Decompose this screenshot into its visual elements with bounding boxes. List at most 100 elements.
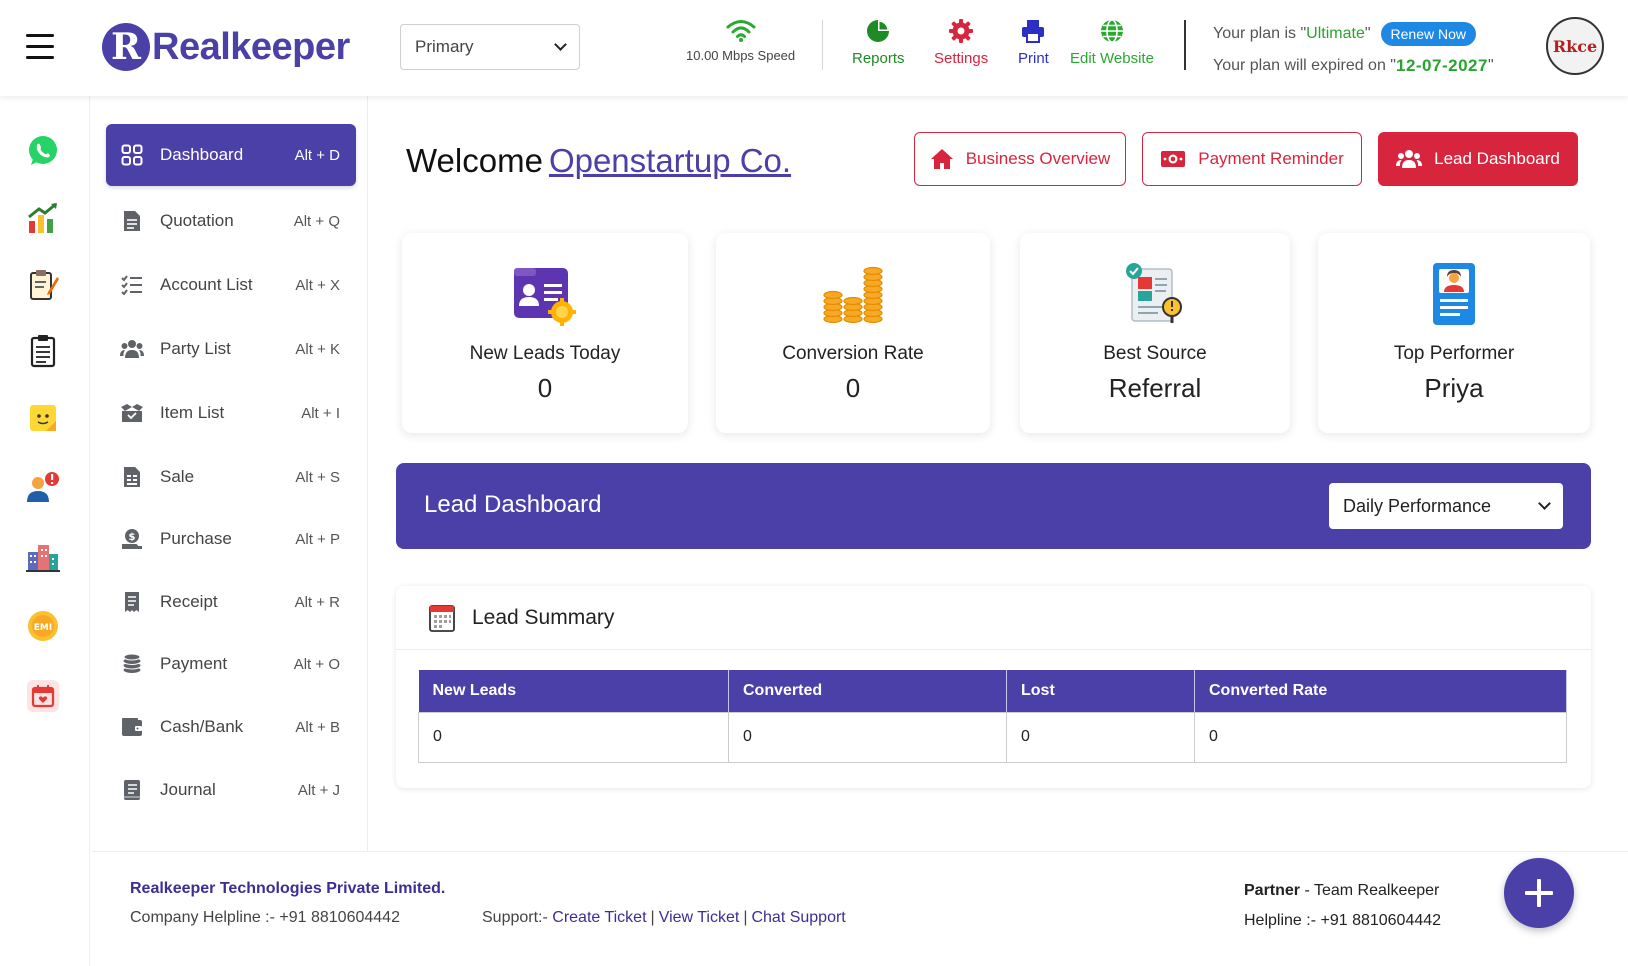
network-speed: 10.00 Mbps Speed — [686, 18, 795, 63]
card-value: 0 — [537, 373, 553, 403]
sidebar-item-label: Purchase — [160, 529, 232, 548]
account-select[interactable]: Primary — [400, 24, 580, 70]
sticky-note-icon[interactable] — [24, 399, 62, 437]
table-cell: 0 — [728, 711, 1007, 763]
sidebar-item-item-list[interactable]: Item List Alt + I — [106, 382, 356, 444]
reports-button[interactable]: Reports — [852, 18, 905, 67]
book-icon — [120, 778, 144, 802]
sidebar-item-quotation[interactable]: Quotation Alt + Q — [106, 190, 356, 252]
sidebar-item-label: Receipt — [160, 592, 218, 611]
sidebar-item-shortcut: Alt + O — [293, 655, 340, 673]
top-header: R Realkeeper Primary 10.00 Mbps Speed Re… — [0, 0, 1628, 96]
card-title: New Leads Today — [469, 343, 621, 364]
add-fab-button[interactable] — [1504, 858, 1574, 928]
reports-label: Reports — [852, 50, 905, 67]
chat-support-link[interactable]: Chat Support — [751, 909, 846, 926]
logo-mark: R — [102, 23, 150, 71]
sidebar-item-label: Sale — [160, 467, 195, 486]
performance-filter-value: Daily Performance — [1343, 495, 1492, 516]
lead-dashboard-button[interactable]: Lead Dashboard — [1378, 132, 1578, 186]
buildings-icon[interactable] — [24, 537, 62, 575]
avatar[interactable]: Rkce — [1546, 17, 1604, 75]
sidebar-item-cash-bank[interactable]: Cash/Bank Alt + B — [106, 696, 356, 758]
plus-icon — [1525, 879, 1553, 907]
sidebar-item-party-list[interactable]: Party List Alt + K — [106, 318, 356, 380]
lead-summary-panel: Lead Summary New Leads Converted Lost Co… — [396, 586, 1591, 788]
plan-info: Your plan is " Ultimate " Renew Now Your p… — [1213, 18, 1494, 82]
icon-rail: EMI — [0, 96, 90, 966]
sidebar-item-label: Cash/Bank — [160, 717, 244, 736]
partner-helpline: Helpline :- +91 8810604442 — [1244, 912, 1442, 929]
payment-reminder-label: Payment Reminder — [1198, 149, 1344, 168]
invoice-icon — [120, 465, 144, 489]
create-ticket-link[interactable]: Create Ticket — [552, 909, 647, 926]
plan-prefix: Your plan is " — [1213, 25, 1307, 42]
emi-badge-icon[interactable]: EMI — [24, 607, 62, 645]
logo-text-bold: Realkeeper — [152, 25, 350, 68]
calendar-icon[interactable] — [24, 677, 62, 715]
sidebar-item-sale[interactable]: Sale Alt + S — [106, 446, 356, 508]
card-title: Conversion Rate — [782, 343, 924, 364]
clipboard-list-icon[interactable] — [24, 332, 62, 370]
source-report-icon — [1122, 259, 1188, 329]
whatsapp-icon[interactable] — [24, 132, 62, 170]
sidebar-item-account-list[interactable]: Account List Alt + X — [106, 254, 356, 316]
user-alert-icon[interactable] — [24, 468, 62, 506]
performance-filter-select[interactable]: Daily Performance — [1329, 483, 1563, 529]
sidebar-item-purchase[interactable]: $ Purchase Alt + P — [106, 508, 356, 570]
coin-stacks-icon — [822, 259, 884, 329]
print-button[interactable]: Print — [1018, 18, 1049, 67]
partner-label: Partner — [1244, 882, 1301, 899]
gear-icon — [949, 19, 974, 43]
column-header: Converted — [728, 670, 1007, 712]
expiry-prefix: Your plan will expired on " — [1213, 57, 1396, 74]
chevron-down-icon — [1538, 497, 1551, 510]
divider — [1184, 20, 1186, 70]
pie-chart-icon — [867, 20, 890, 42]
sidebar-item-dashboard[interactable]: Dashboard Alt + D — [106, 124, 356, 186]
separator: | — [743, 909, 748, 926]
cash-icon — [1160, 149, 1186, 169]
plan-suffix: " — [1364, 25, 1371, 42]
card-title: Top Performer — [1393, 343, 1515, 364]
sidebar-item-receipt[interactable]: Receipt Alt + R — [106, 571, 356, 633]
sidebar-item-shortcut: Alt + J — [297, 781, 340, 799]
sidebar-item-shortcut: Alt + X — [295, 276, 340, 294]
lead-dashboard-title: Lead Dashboard — [424, 491, 602, 518]
checklist-icon — [120, 273, 144, 297]
lead-summary-title: Lead Summary — [472, 605, 615, 629]
sidebar-item-label: Account List — [160, 275, 253, 294]
brand-logo[interactable]: R Realkeeper — [102, 22, 350, 72]
sidebar-item-payment[interactable]: Payment Alt + O — [106, 633, 356, 695]
sidebar-item-shortcut: Alt + D — [294, 146, 340, 164]
sidebar-item-label: Dashboard — [160, 145, 244, 164]
growth-chart-icon[interactable] — [24, 199, 62, 237]
id-badge-icon — [1430, 259, 1478, 329]
column-header: Lost — [1006, 670, 1195, 712]
settings-button[interactable]: Settings — [934, 18, 988, 67]
edit-website-button[interactable]: Edit Website — [1070, 18, 1154, 67]
expiry-date: 12-07-2027 — [1395, 56, 1488, 75]
plan-row: Your plan is " Ultimate " Renew Now — [1213, 18, 1494, 50]
divider — [822, 20, 823, 70]
svg-text:$: $ — [129, 532, 136, 543]
view-ticket-link[interactable]: View Ticket — [658, 909, 740, 926]
lead-dashboard-banner: Lead Dashboard Daily Performance — [396, 463, 1591, 549]
card-value: Referral — [1108, 373, 1202, 403]
payment-reminder-button[interactable]: Payment Reminder — [1142, 132, 1362, 186]
notepad-pencil-icon[interactable] — [24, 266, 62, 304]
hamburger-icon[interactable] — [26, 34, 56, 60]
settings-label: Settings — [934, 50, 989, 67]
sidebar-item-shortcut: Alt + Q — [293, 212, 340, 230]
lead-summary-header: Lead Summary — [396, 586, 1591, 650]
sidebar-item-label: Quotation — [160, 211, 234, 230]
sidebar-item-journal[interactable]: Journal Alt + J — [106, 759, 356, 821]
box-icon — [120, 401, 144, 425]
logo-text: Realkeeper — [152, 26, 350, 69]
renew-now-button[interactable]: Renew Now — [1380, 22, 1477, 46]
receipt-icon — [120, 590, 144, 614]
business-overview-button[interactable]: Business Overview — [914, 132, 1126, 186]
company-name-link[interactable]: Openstartup Co. — [548, 142, 792, 179]
svg-text:EMI: EMI — [34, 623, 52, 633]
coins-icon — [120, 652, 144, 676]
